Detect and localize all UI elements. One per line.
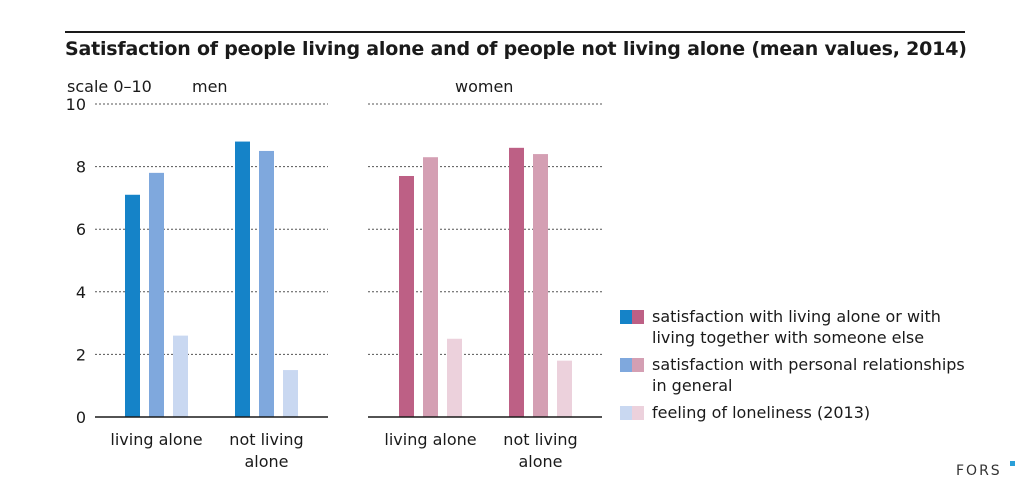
x-category-label: not living bbox=[503, 430, 577, 449]
legend-swatch-men bbox=[620, 310, 632, 324]
y-axis-scale-label: scale 0–10 bbox=[67, 77, 152, 96]
bar bbox=[149, 172, 164, 417]
bar bbox=[259, 150, 274, 417]
legend-label: satisfaction with personal relationships… bbox=[652, 355, 965, 395]
legend: satisfaction with living alone or with l… bbox=[620, 306, 970, 429]
brand-mark-icon bbox=[1010, 461, 1015, 466]
bar bbox=[125, 194, 140, 417]
title-rule bbox=[65, 31, 965, 33]
bar bbox=[447, 338, 462, 417]
x-category-label: alone bbox=[518, 452, 562, 471]
legend-swatch-loneliness bbox=[620, 406, 644, 420]
bar bbox=[283, 370, 298, 417]
legend-swatch-satisfaction-relationships bbox=[620, 358, 644, 372]
y-tick-label: 8 bbox=[76, 158, 86, 177]
legend-swatch-women bbox=[632, 358, 644, 372]
x-category-label: not living bbox=[229, 430, 303, 449]
bar bbox=[557, 360, 572, 417]
x-category-label: living alone bbox=[384, 430, 476, 449]
bar bbox=[423, 157, 438, 417]
brand-logo-text: FORS bbox=[956, 463, 1002, 479]
bar bbox=[235, 141, 250, 417]
legend-swatch-women bbox=[632, 310, 644, 324]
panel-label-men: men bbox=[192, 77, 228, 96]
legend-item-loneliness: feeling of loneliness (2013) bbox=[620, 402, 970, 423]
legend-swatch-men bbox=[620, 358, 632, 372]
chart-title: Satisfaction of people living alone and … bbox=[65, 38, 967, 60]
legend-label: feeling of loneliness (2013) bbox=[652, 403, 871, 422]
y-tick-label: 10 bbox=[66, 95, 86, 114]
panel-label-women: women bbox=[455, 77, 514, 96]
legend-item-satisfaction-living: satisfaction with living alone or with l… bbox=[620, 306, 970, 348]
y-tick-label: 0 bbox=[76, 408, 86, 427]
y-tick-label: 4 bbox=[76, 283, 86, 302]
x-category-label: living alone bbox=[110, 430, 202, 449]
legend-label: satisfaction with living alone or with l… bbox=[652, 307, 941, 347]
y-tick-label: 6 bbox=[76, 220, 86, 239]
legend-swatch-women bbox=[632, 406, 644, 420]
y-tick-label: 2 bbox=[76, 345, 86, 364]
bar bbox=[399, 175, 414, 417]
x-category-label: alone bbox=[244, 452, 288, 471]
bar bbox=[533, 154, 548, 417]
legend-item-satisfaction-relationships: satisfaction with personal relationships… bbox=[620, 354, 970, 396]
legend-swatch-men bbox=[620, 406, 632, 420]
legend-swatch-satisfaction-living bbox=[620, 310, 644, 324]
bar bbox=[173, 335, 188, 417]
bar bbox=[509, 147, 524, 417]
